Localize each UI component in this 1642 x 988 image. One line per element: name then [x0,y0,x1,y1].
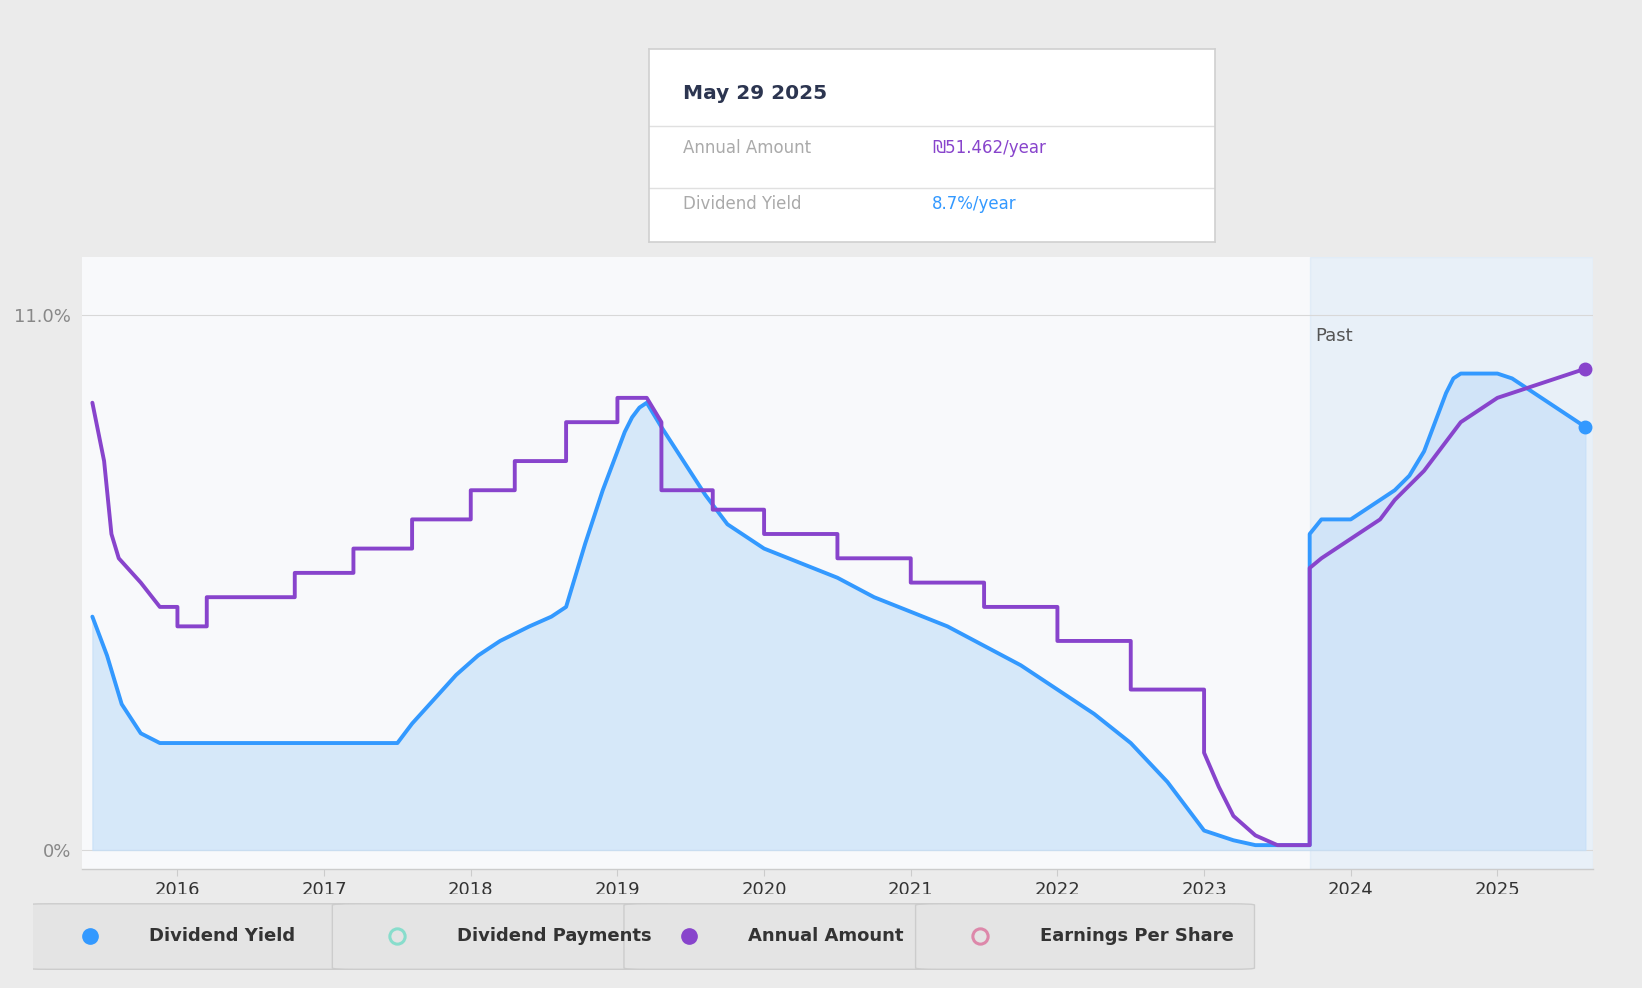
FancyBboxPatch shape [916,904,1254,969]
Text: Annual Amount: Annual Amount [749,927,905,946]
FancyBboxPatch shape [332,904,672,969]
Text: Past: Past [1315,327,1353,346]
Text: Earnings Per Share: Earnings Per Share [1039,927,1233,946]
FancyBboxPatch shape [624,904,962,969]
Text: Dividend Payments: Dividend Payments [456,927,652,946]
Text: Dividend Yield: Dividend Yield [149,927,296,946]
Text: May 29 2025: May 29 2025 [683,84,826,103]
FancyBboxPatch shape [25,904,365,969]
Bar [1310,257,1593,869]
Text: Dividend Yield: Dividend Yield [683,195,801,212]
Text: Annual Amount: Annual Amount [683,139,811,157]
Text: ₪51.462/year: ₪51.462/year [933,139,1046,157]
Text: 8.7%/year: 8.7%/year [933,195,1016,212]
